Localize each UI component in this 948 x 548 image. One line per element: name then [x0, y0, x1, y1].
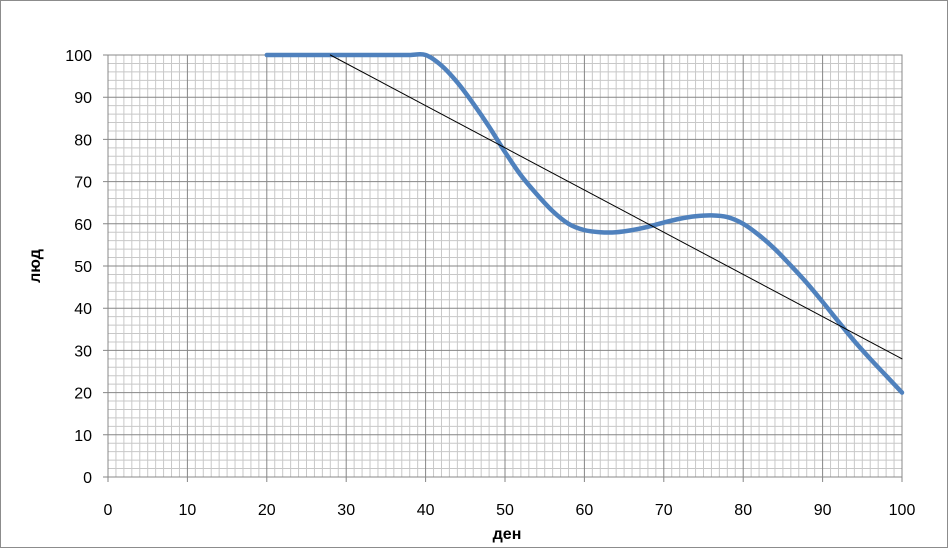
- x-tick-label: 50: [496, 502, 514, 519]
- y-tick-label: 20: [74, 386, 92, 403]
- y-axis-title: люд: [27, 249, 44, 283]
- y-tick-label: 50: [74, 259, 92, 276]
- y-tick-label: 60: [74, 217, 92, 234]
- major-gridlines: [103, 54, 903, 482]
- series-line-trend: [329, 54, 903, 360]
- y-tick-label: 100: [65, 48, 92, 65]
- x-tick-label: 70: [655, 502, 673, 519]
- x-axis-title: ден: [493, 526, 522, 543]
- series-line-curve: [264, 51, 905, 395]
- y-tick-label: 90: [74, 90, 92, 107]
- y-tick-labels: 0 10 20 30 40 50 60 70 80 90 100: [65, 48, 92, 487]
- y-tick-label: 70: [74, 175, 92, 192]
- y-tick-label: 40: [74, 301, 92, 318]
- y-tick-label: 0: [83, 470, 92, 487]
- y-tick-label: 30: [74, 343, 92, 360]
- x-tick-label: 40: [417, 502, 435, 519]
- x-tick-label: 20: [258, 502, 276, 519]
- x-tick-labels: 0 10 20 30 40 50 60 70 80 90 100: [104, 502, 916, 519]
- x-tick-label: 100: [889, 502, 916, 519]
- y-tick-label: 80: [74, 132, 92, 149]
- x-tick-label: 30: [337, 502, 355, 519]
- series-layer: [264, 51, 905, 395]
- x-tick-label: 10: [179, 502, 197, 519]
- y-tick-label: 10: [74, 428, 92, 445]
- x-tick-label: 0: [104, 502, 113, 519]
- x-tick-label: 80: [734, 502, 752, 519]
- x-tick-label: 60: [576, 502, 594, 519]
- x-tick-label: 90: [814, 502, 832, 519]
- plot-area-border: [107, 54, 903, 478]
